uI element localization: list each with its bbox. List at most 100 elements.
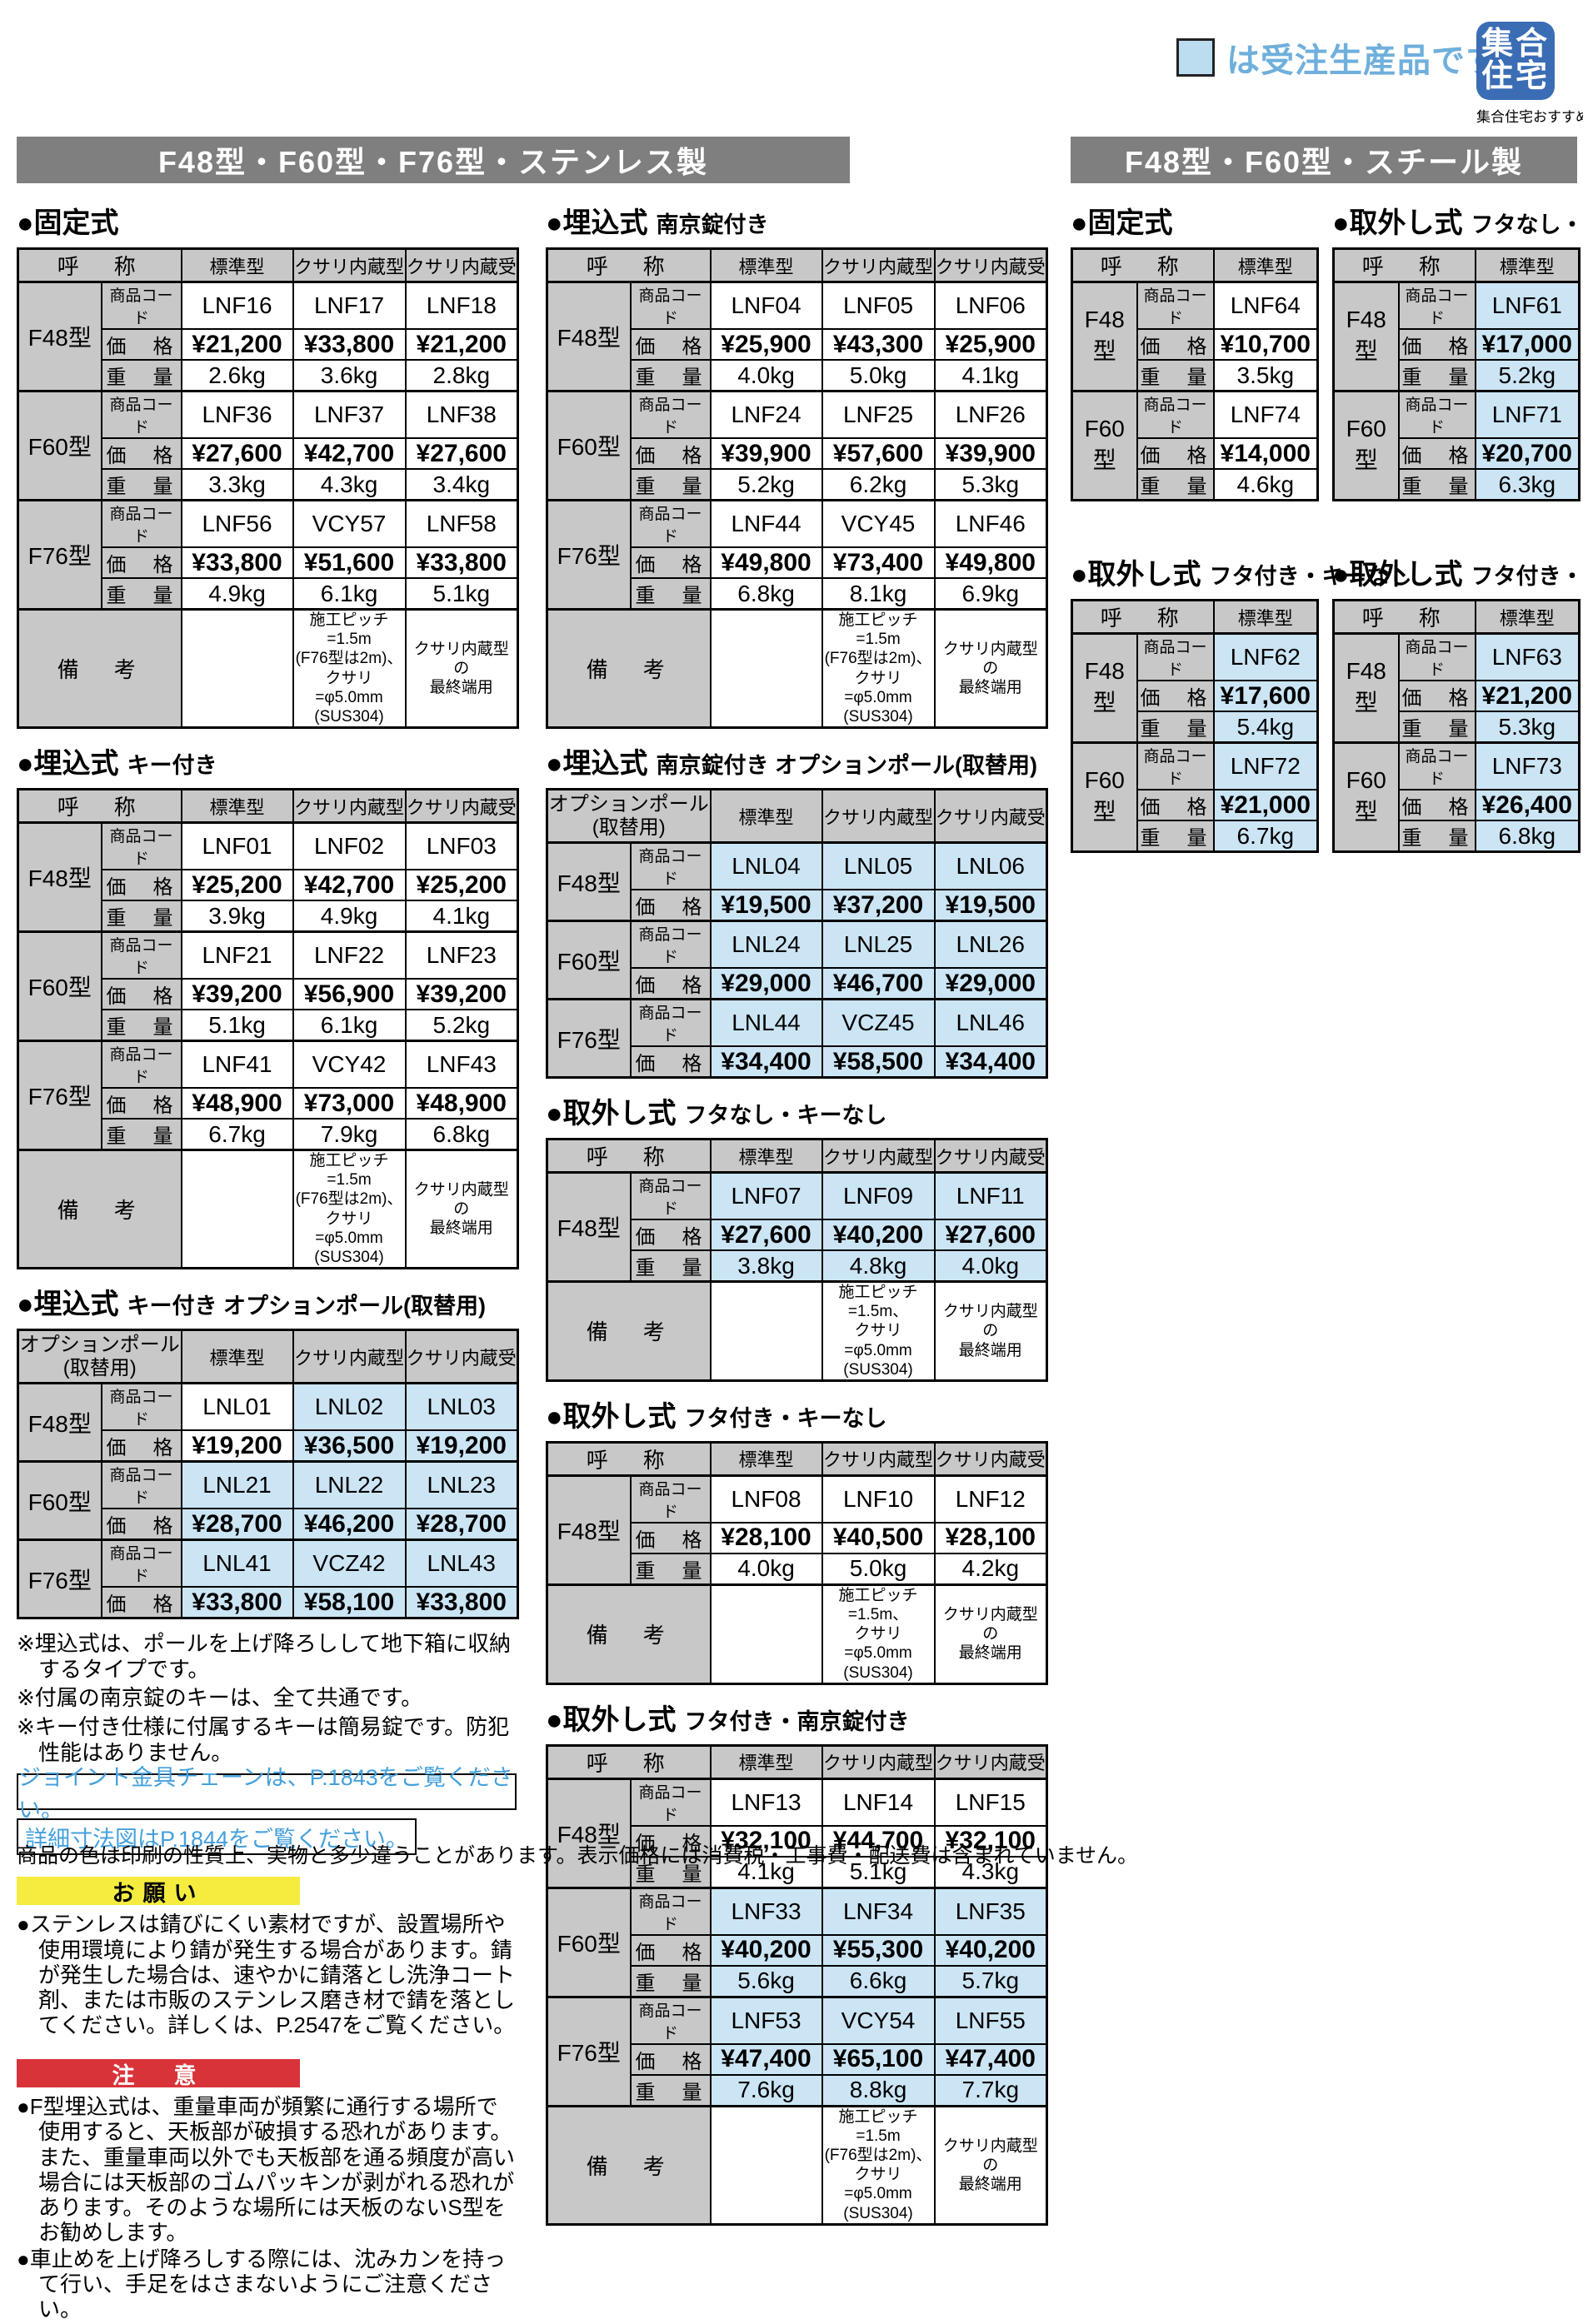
price-value: ¥42,700 [292, 869, 407, 902]
price-value: ¥51,600 [292, 546, 407, 579]
table-title-main: ●固定式 [1071, 207, 1173, 239]
table-row: F76型 商品コード LNF56 VCY57 LNF58 [17, 499, 519, 611]
weight-value: 6.7kg [180, 1118, 294, 1151]
weight-value: 4.1kg [933, 359, 1048, 392]
row-label-price: 価 格 [629, 967, 712, 1000]
code-value: LNF33 [709, 1886, 823, 1936]
code-value: LNF07 [709, 1171, 823, 1221]
code-value: LNF41 [180, 1040, 294, 1090]
model-label: F60型 [546, 920, 632, 1000]
row-label-price: 価 格 [1136, 437, 1215, 470]
code-value: LNF23 [404, 930, 519, 980]
table-row: F48型 商品コード LNF63 [1332, 632, 1581, 744]
code-value: LNF17 [292, 281, 407, 330]
table-row: F48型 商品コード LNL04 LNL05 LNL06 [546, 841, 1048, 922]
table-title-main: ●埋込式 [546, 748, 648, 780]
table-row: 価 格 ¥48,900 ¥73,000 ¥48,900 [18, 1087, 519, 1120]
chui-paragraph: ●車止めを上げ降ろしする際には、沈みカンを持って行い、手足をはさまないようにご注… [17, 2247, 507, 2322]
column-stainless-middle: ●埋込式 南京錠付き呼 称標準型 クサリ内蔵型 クサリ内蔵受 F48型 商品コード LNF0… [546, 200, 1049, 2237]
price-value: ¥19,500 [933, 889, 1048, 922]
weight-value: 5.3kg [1474, 711, 1581, 744]
code-value: VCY42 [292, 1040, 407, 1090]
section-bar-stainless-label: F48型・F60型・F76型・ステンレス製 [157, 145, 709, 179]
row-label-weight: 重 量 [629, 2073, 712, 2107]
weight-value: 6.8kg [404, 1118, 519, 1151]
table-title-sub: 南京錠付き オプションポール(取替用) [656, 753, 1038, 779]
price-value: ¥21,200 [180, 328, 294, 361]
onegai-header-label: お願い [112, 1880, 205, 1906]
row-label-code: 商品コード [1397, 390, 1476, 439]
row-label-code: 商品コード [100, 1539, 182, 1588]
price-table: 呼 称標準型 クサリ内蔵型 クサリ内蔵受 F48型 商品コード LNF13 LNF14 LNF… [546, 1743, 1049, 2226]
table-title-main: ●取外し式 [1332, 559, 1463, 591]
code-value: LNF64 [1212, 281, 1319, 330]
code-value: LNF73 [1474, 741, 1581, 790]
row-label-weight: 重 量 [1136, 468, 1215, 501]
table-row: 価 格 ¥28,100 ¥40,500 ¥28,100 [547, 1521, 1048, 1554]
row-label-code: 商品コード [100, 1040, 182, 1090]
row-label-weight: 重 量 [100, 900, 182, 933]
column-header-name: 呼 称 [1071, 599, 1215, 635]
price-value: ¥27,600 [404, 437, 519, 470]
price-value: ¥47,400 [709, 2042, 823, 2076]
price-table: 呼 称標準型 クサリ内蔵型 クサリ内蔵受 F48型 商品コード LNF16 LNF17 LNF… [17, 247, 520, 730]
weight-value: 3.5kg [1212, 359, 1319, 392]
column-header-name: 呼 称 [546, 1744, 712, 1780]
weight-value: 6.8kg [1474, 820, 1581, 853]
price-table: 呼 称標準型 クサリ内蔵型 クサリ内蔵受 F48型 商品コード LNF04 LNF05 LNF… [546, 247, 1049, 730]
table-row: F48型 商品コード LNF01 LNF02 LNF03 [17, 821, 519, 933]
apartment-badge-line2: 住宅 [1481, 59, 1550, 94]
code-value: LNF43 [404, 1040, 519, 1090]
model-label: F48型 [546, 1474, 632, 1586]
code-value: LNL03 [404, 1382, 519, 1432]
code-value: LNF04 [709, 281, 823, 330]
model-label: F48型 [1071, 632, 1138, 744]
table-title: ●取外し式フタなし・キーなし [546, 1090, 1046, 1131]
table-row: 重 量 6.8kg [1334, 820, 1581, 853]
price-value: ¥19,200 [180, 1429, 294, 1463]
price-value: ¥19,500 [709, 889, 823, 922]
table-row: F60型 商品コード LNF74 [1071, 390, 1319, 501]
model-label: F48型 [17, 821, 102, 933]
table-row: 重 量 4.6kg [1072, 468, 1319, 501]
joint-chain-page-link[interactable]: ジョイント金具チェーンは、P.1843をご覧ください。 [17, 1765, 517, 1823]
table-removable-nolid-nokey: ●取外し式 フタなし・キーなし呼 称標準型 クサリ内蔵型 クサリ内蔵受 F48型 商品コー… [546, 1090, 1049, 1382]
table-row: F76型 商品コード LNL41 VCZ42 LNL43 [17, 1539, 519, 1619]
weight-value: 4.9kg [292, 900, 407, 933]
table-title-main: ●取外し式 [546, 1098, 677, 1130]
table-row: 重 量 5.4kg [1072, 711, 1319, 744]
table-title: ●埋込式 キー付き オプションポール(取替用) [17, 1281, 517, 1322]
table-row: F76型 商品コード LNF53 VCY54 LNF55 [546, 1995, 1048, 2107]
weight-value: 5.2kg [709, 468, 823, 501]
row-label-code: 商品コード [629, 1777, 712, 1827]
table-row: F48型 商品コード LNF07 LNF09 LNF11 [546, 1171, 1048, 1283]
price-value: ¥25,200 [404, 869, 519, 902]
row-label-price: 価 格 [1397, 328, 1476, 361]
table-row: 価 格 ¥39,200 ¥56,900 ¥39,200 [18, 978, 519, 1011]
row-label-weight: 重 量 [1397, 468, 1476, 501]
weight-value: 6.3kg [1474, 468, 1581, 501]
row-label-weight: 重 量 [100, 1009, 182, 1042]
table-row: 価 格 ¥20,700 [1334, 437, 1581, 470]
code-value: LNF14 [821, 1777, 936, 1827]
apartment-badge-caption: 集合住宅おすすめ [1476, 109, 1583, 125]
row-label-price: 価 格 [100, 546, 182, 579]
price-value: ¥44,700 [821, 1824, 936, 1858]
remarks-value [709, 2104, 823, 2226]
table-row: F60型 商品コード LNL21 LNL22 LNL23 [17, 1460, 519, 1541]
code-value: LNL46 [933, 998, 1048, 1048]
row-label-price: 価 格 [629, 546, 712, 579]
table-title-sub: 南京錠付き [656, 212, 769, 237]
table-row: 価 格 ¥17,600 [1072, 680, 1319, 712]
dimension-page-link[interactable]: 詳細寸法図はP.1844をご覧ください。 [17, 1818, 417, 1856]
model-label: F60型 [546, 390, 632, 501]
chui-paragraph: ●F型埋込式は、重量車両が頻繁に通行する場所で使用すると、天板部が破損する恐れが… [17, 2094, 516, 2245]
table-row: F48型 商品コード LNF64 [1071, 281, 1319, 392]
price-value: ¥48,900 [404, 1087, 519, 1120]
remarks-value: クサリ内蔵型の 最終端用 [933, 1280, 1048, 1382]
column-header-type: クサリ内蔵受 [933, 1441, 1048, 1477]
column-header-type: クサリ内蔵受 [933, 1744, 1048, 1780]
table-title: ●取外し式 フタ付き・キーなし [1071, 551, 1412, 592]
table-title-main: ●取外し式 [1071, 559, 1201, 591]
model-label: F48型 [1071, 281, 1138, 392]
